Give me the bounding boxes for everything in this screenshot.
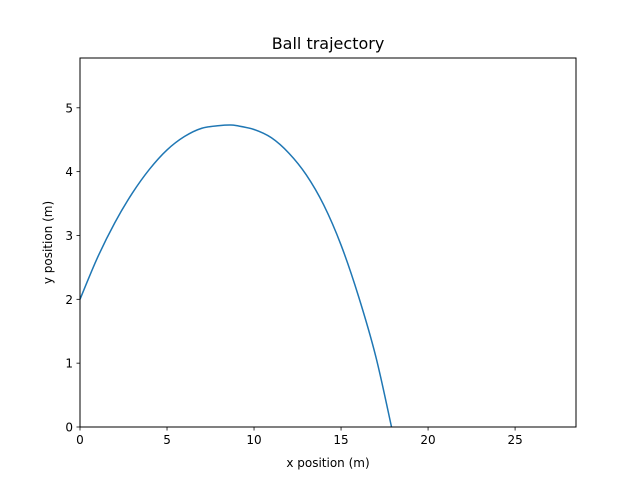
x-tick-label: 20 — [420, 433, 435, 447]
y-tick-label: 5 — [65, 101, 73, 115]
chart-title: Ball trajectory — [272, 34, 385, 53]
x-tick-label: 25 — [507, 433, 522, 447]
y-tick-label: 1 — [65, 357, 73, 371]
x-tick-label: 10 — [246, 433, 261, 447]
y-tick-label: 2 — [65, 293, 73, 307]
y-axis: 0 1 2 3 4 5 — [65, 101, 80, 435]
x-axis-label: x position (m) — [286, 456, 369, 470]
y-tick-label: 4 — [65, 165, 73, 179]
x-tick-label: 15 — [333, 433, 348, 447]
plot-frame — [79, 57, 577, 428]
trajectory-line — [79, 124, 393, 428]
y-tick-label: 0 — [65, 421, 73, 435]
x-axis: 0 5 10 15 20 25 — [76, 427, 523, 447]
y-axis-label: y position (m) — [41, 201, 55, 284]
x-tick-label: 0 — [76, 433, 84, 447]
x-tick-label: 5 — [163, 433, 171, 447]
y-tick-label: 3 — [65, 229, 73, 243]
